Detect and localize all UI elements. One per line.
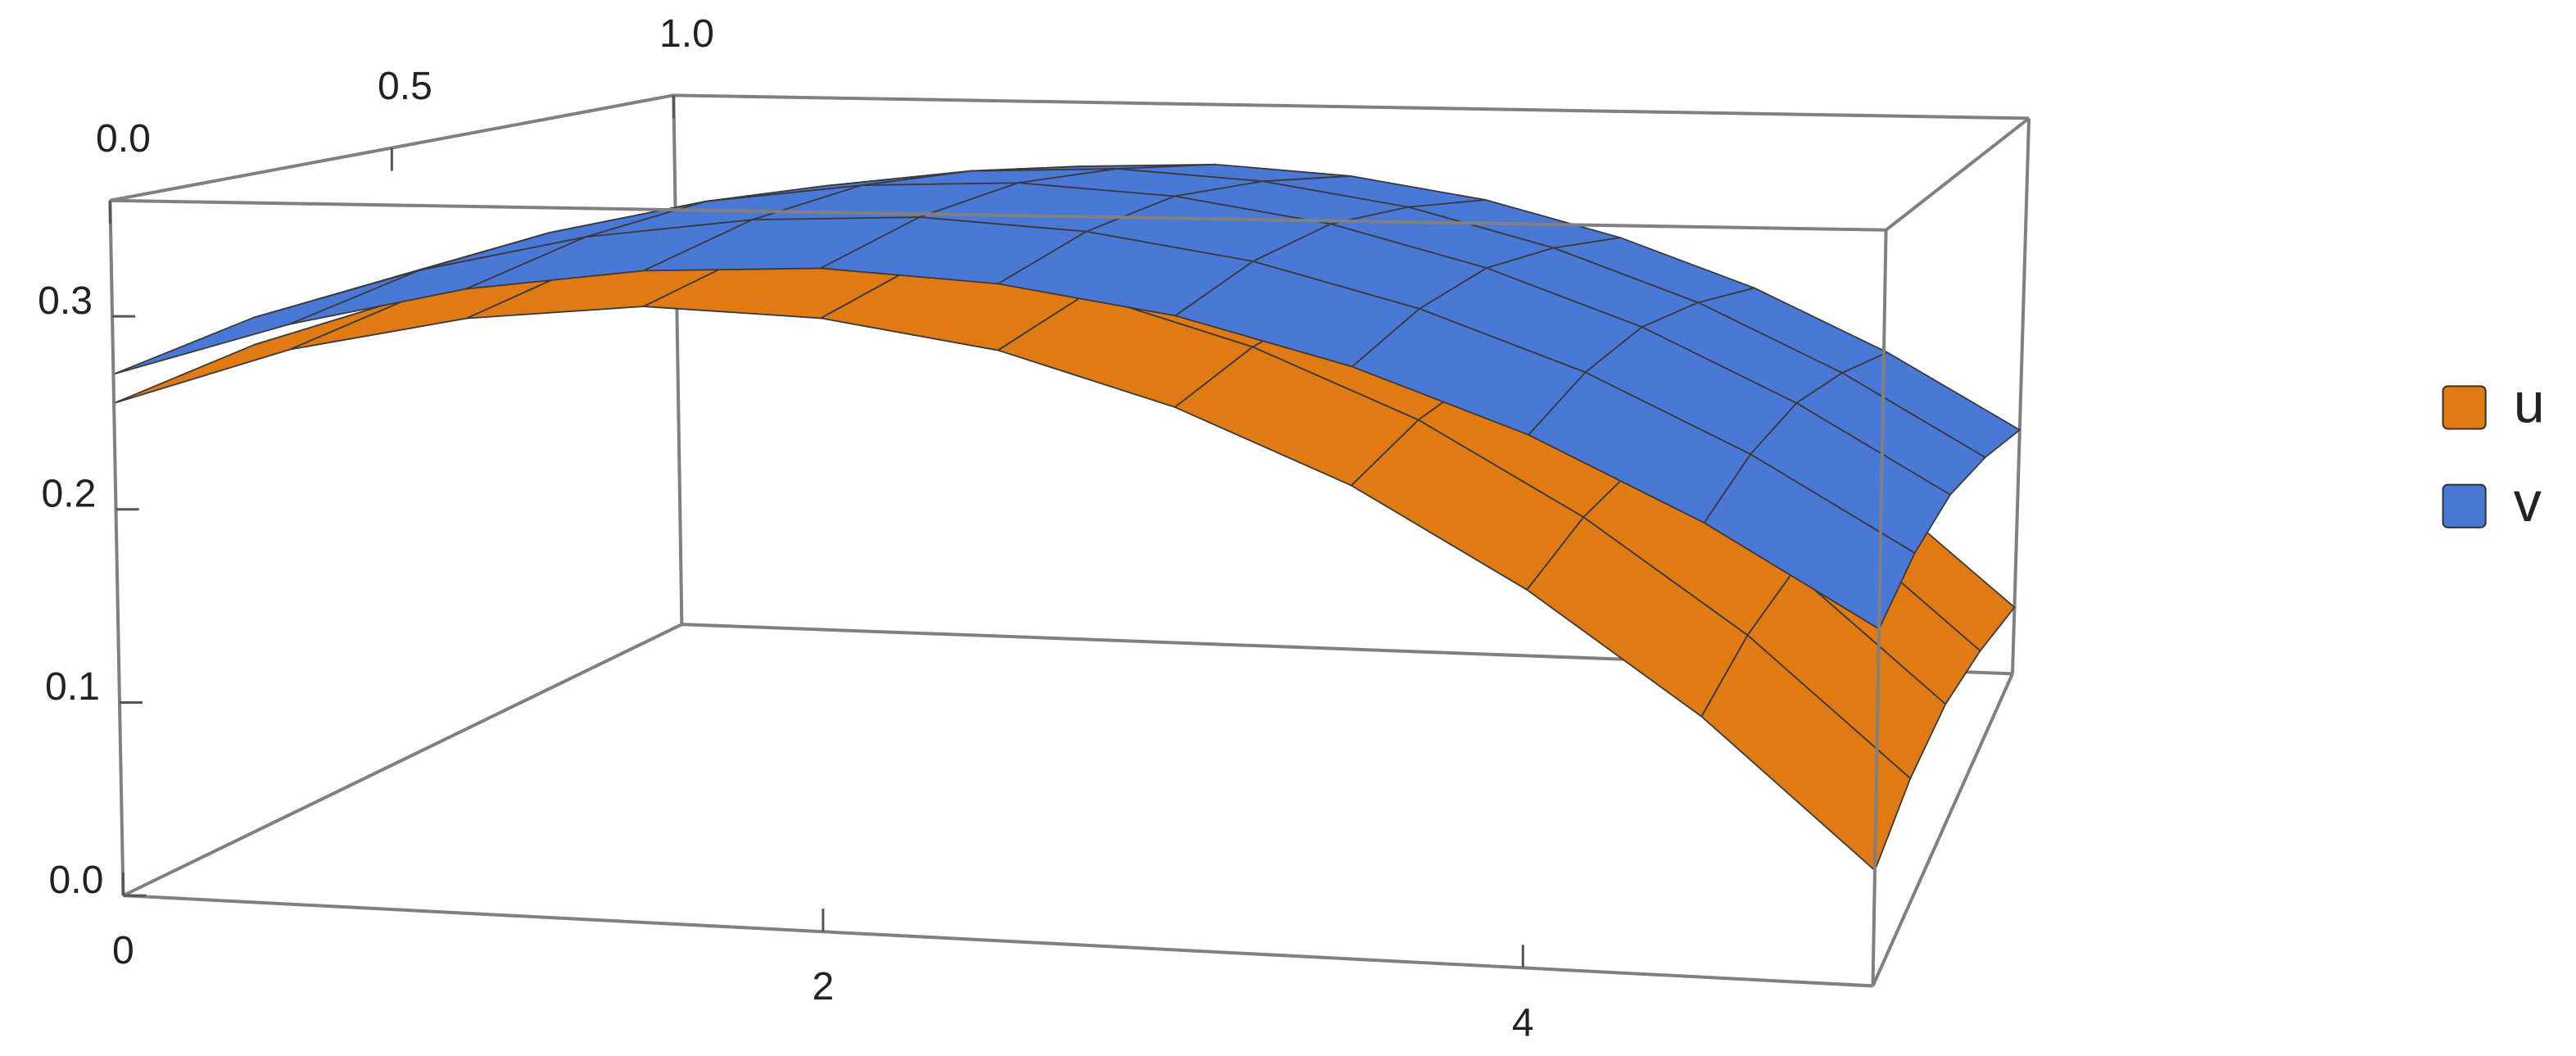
box-edge [672, 95, 684, 625]
y-tick-label: 1.0 [659, 11, 714, 56]
x-tick-label: 0 [112, 928, 134, 972]
legend-label: v [2514, 471, 2542, 533]
legend-swatch [2442, 385, 2487, 430]
box-edge [1885, 116, 2030, 232]
y-tick-label: 0.0 [96, 116, 151, 161]
box-edge [122, 623, 683, 897]
z-tick-label: 0.0 [48, 858, 103, 902]
box-edge [108, 200, 125, 896]
box-edge [1871, 673, 2014, 987]
surface-patch [1700, 634, 1912, 872]
z-tick-label: 0.2 [42, 471, 97, 515]
x-tick-label: 4 [1512, 1000, 1534, 1045]
box-edge [2011, 118, 2031, 674]
y-tick-label: 0.5 [378, 64, 432, 108]
box-edge [673, 93, 2030, 120]
box-edge [1871, 229, 1888, 986]
box-edge [110, 198, 1886, 232]
surface-patch [113, 293, 421, 405]
legend-swatch [2442, 483, 2487, 528]
z-tick-label: 0.1 [45, 664, 100, 709]
z-tick-label: 0.3 [38, 279, 93, 323]
box-edge [123, 894, 1873, 988]
surface-patch [1703, 453, 1916, 630]
x-tick-label: 2 [812, 964, 834, 1008]
legend-label: u [2514, 372, 2545, 434]
